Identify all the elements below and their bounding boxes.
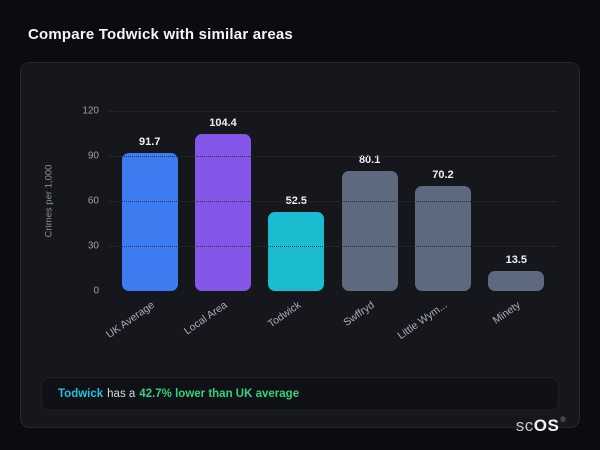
bar-value-label: 104.4 — [209, 117, 237, 130]
bar-chart: Crimes per 1,000 91.7 UK Average 104.4 Loca… — [44, 106, 557, 342]
bar[interactable] — [414, 185, 471, 291]
bar-group: 80.1 Swffryd — [333, 111, 406, 329]
y-tick-label: 90 — [87, 150, 99, 162]
gridline — [109, 111, 557, 112]
y-tick-label: 30 — [87, 240, 99, 252]
bar-group: 13.5 Minety — [480, 111, 553, 327]
plot-area: 91.7 UK Average 104.4 Local Area 52.5 Todwick… — [104, 111, 557, 342]
note-area-name: Todwick — [58, 388, 104, 400]
bar-value-label: 70.2 — [432, 168, 454, 181]
logo-suffix: OS — [533, 416, 560, 435]
bar-group: 70.2 Little Wym... — [396, 111, 479, 342]
bar[interactable] — [341, 170, 398, 291]
bar[interactable] — [268, 212, 325, 291]
y-axis-label: Crimes per 1,000 — [43, 164, 55, 238]
note-highlight: 42.7% lower than UK average — [139, 388, 300, 400]
bar-group: 91.7 UK Average — [104, 111, 186, 341]
x-axis-label: Little Wym... — [395, 299, 450, 342]
gridline — [109, 246, 557, 247]
summary-note: Todwick has a 42.7% lower than UK averag… — [41, 377, 559, 411]
bar-group: 104.4 Local Area — [182, 111, 259, 337]
page-title: Compare Todwick with similar areas — [28, 26, 293, 43]
x-axis-label: Swffryd — [341, 299, 377, 329]
y-tick-label: 0 — [93, 285, 99, 297]
x-axis-label: UK Average — [103, 299, 157, 341]
gridline — [109, 156, 557, 157]
bar-group: 52.5 Todwick — [260, 111, 333, 330]
x-axis-label: Minety — [490, 299, 524, 327]
x-axis-label: Local Area — [182, 299, 230, 338]
bar[interactable] — [121, 153, 178, 291]
y-tick-label: 60 — [87, 195, 99, 207]
bar[interactable] — [194, 134, 251, 291]
scos-logo: sc OS ® — [516, 416, 566, 436]
logo-prefix: sc — [515, 416, 534, 435]
y-tick-label: 120 — [82, 105, 99, 117]
note-middle-text: has a — [107, 388, 136, 400]
bar[interactable] — [488, 270, 545, 291]
bar-value-label: 91.7 — [138, 136, 161, 149]
chart-card: Crimes per 1,000 91.7 UK Average 104.4 Loca… — [20, 62, 580, 428]
x-axis-label: Todwick — [265, 299, 304, 331]
registered-mark: ® — [560, 417, 566, 424]
bar-value-label: 13.5 — [505, 253, 528, 266]
gridline — [109, 201, 557, 202]
